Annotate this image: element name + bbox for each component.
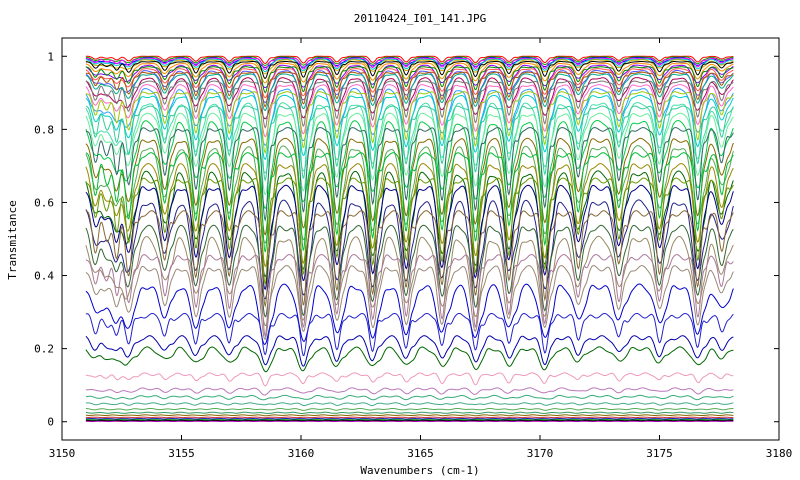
- chart-title: 20110424_I01_141.JPG: [354, 12, 486, 25]
- spectrum-series-line: [85, 312, 734, 357]
- spectrum-series-line: [85, 177, 734, 285]
- x-tick-label: 3165: [407, 447, 434, 460]
- x-tick-label: 3175: [646, 447, 673, 460]
- y-tick-label: 0.6: [34, 196, 54, 209]
- spectrum-series-line: [85, 254, 734, 338]
- spectrum-series-line: [85, 210, 734, 308]
- x-tick-label: 3150: [49, 447, 76, 460]
- spectrum-series-line: [85, 57, 734, 71]
- x-tick-label: 3155: [168, 447, 195, 460]
- spectrum-series-line: [85, 71, 734, 108]
- spectrum-series-line: [85, 414, 734, 417]
- spectrum-series-line: [85, 346, 734, 373]
- spectrum-series-line: [85, 62, 734, 84]
- spectrum-series-line: [85, 394, 734, 401]
- spectrum-series-line: [85, 73, 734, 112]
- spectrum-series-line: [85, 91, 734, 155]
- spectrum-series-line: [85, 411, 734, 414]
- spectrum-series-line: [85, 112, 734, 196]
- x-axis-label: Wavenumbers (cm-1): [360, 464, 479, 477]
- axis-ticks: 3150 3155 3160 3165 3170 3175 3180 0 0.2 0.4 0.6 0.…: [34, 38, 792, 460]
- spectrum-series-line: [85, 80, 734, 129]
- spectrum-series-line: [85, 58, 734, 73]
- y-tick-label: 0: [47, 416, 54, 429]
- spectrum-series-line: [85, 265, 734, 341]
- spectrum-series-line: [85, 105, 734, 182]
- spectrum-series-line: [85, 152, 734, 253]
- spectrum-series-line: [85, 416, 734, 419]
- spectrum-series-line: [85, 283, 734, 345]
- spectrum-series-line: [85, 56, 734, 66]
- spectrum-series-line: [85, 60, 734, 79]
- y-tick-label: 0.8: [34, 123, 54, 136]
- spectrum-series-line: [85, 418, 734, 420]
- spectrum-series-line: [85, 127, 734, 222]
- y-tick-label: 1: [47, 50, 54, 63]
- y-tick-label: 0.2: [34, 343, 54, 356]
- spectrum-series-line: [85, 55, 734, 65]
- x-tick-label: 3170: [527, 447, 554, 460]
- spectrum-series-line: [85, 66, 734, 94]
- spectrum-series-line: [85, 372, 734, 387]
- spectrum-series-line: [85, 387, 734, 396]
- series-group: [85, 55, 734, 422]
- spectrum-series-line: [85, 402, 734, 407]
- x-tick-label: 3180: [766, 447, 793, 460]
- spectrum-series-line: [85, 407, 734, 411]
- x-tick-label: 3160: [288, 447, 315, 460]
- y-axis-label: Transmitance: [6, 200, 19, 279]
- spectrum-series-line: [85, 335, 734, 367]
- spectrum-series-line: [85, 224, 734, 318]
- y-tick-label: 0.4: [34, 270, 54, 283]
